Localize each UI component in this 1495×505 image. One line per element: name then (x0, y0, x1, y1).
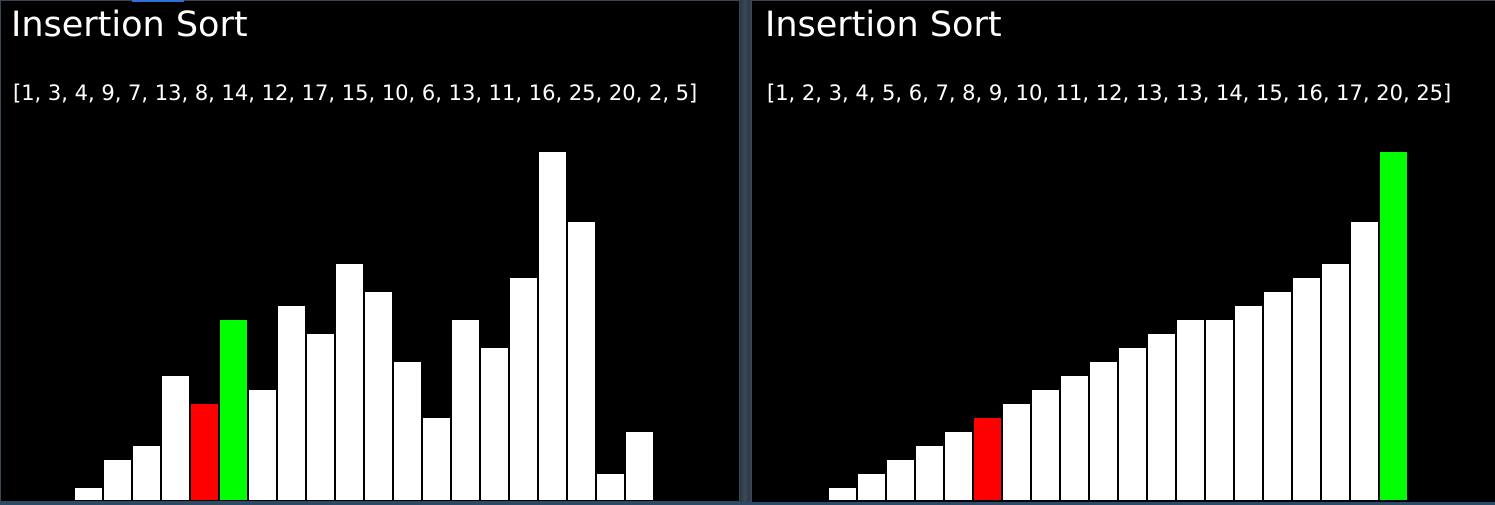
bar-normal (306, 333, 335, 501)
bar-normal (886, 459, 915, 501)
bar-normal (596, 473, 625, 501)
bar-normal (393, 361, 422, 501)
bar-normal (1118, 347, 1147, 501)
bar-normal (944, 431, 973, 501)
array-values-text: [1, 2, 3, 4, 5, 6, 7, 8, 9, 10, 11, 12, … (767, 81, 1452, 105)
bar-normal (161, 375, 190, 501)
window-accent (132, 0, 184, 2)
window-bottom-border (0, 502, 1495, 505)
bar-normal (248, 389, 277, 501)
visualizer-panel-right: Insertion Sort [1, 2, 3, 4, 5, 6, 7, 8, … (750, 0, 1495, 502)
bar-normal (1234, 305, 1263, 501)
bar-chart (1, 1, 739, 501)
bar-normal (480, 347, 509, 501)
array-values-text: [1, 3, 4, 9, 7, 13, 8, 14, 12, 17, 15, 1… (13, 81, 698, 105)
bar-normal (1263, 291, 1292, 501)
bar-normal (422, 417, 451, 501)
bar-normal (567, 221, 596, 501)
bar-normal (277, 305, 306, 501)
bar-normal (335, 263, 364, 501)
bar-normal (509, 277, 538, 501)
bar-normal (1350, 221, 1379, 501)
bar-normal (625, 431, 654, 501)
bar-normal (364, 291, 393, 501)
bar-normal (1321, 263, 1350, 501)
bar-normal (451, 319, 480, 501)
bar-chart (752, 1, 1495, 502)
bar-current (1379, 151, 1408, 501)
bar-normal (1292, 277, 1321, 501)
visualizer-panel-left: Insertion Sort [1, 3, 4, 9, 7, 13, 8, 14… (0, 0, 740, 502)
bar-normal (1205, 319, 1234, 501)
window-splitter[interactable] (740, 0, 750, 505)
bar-normal (103, 459, 132, 501)
bar-compare (190, 403, 219, 501)
bar-normal (1031, 389, 1060, 501)
bar-normal (1060, 375, 1089, 501)
bar-current (219, 319, 248, 501)
bar-normal (132, 445, 161, 501)
bar-normal (74, 487, 103, 501)
bar-compare (973, 417, 1002, 501)
bar-normal (1147, 333, 1176, 501)
bar-normal (915, 445, 944, 501)
bar-normal (1176, 319, 1205, 501)
bar-normal (857, 473, 886, 501)
panel-title: Insertion Sort (11, 5, 248, 45)
bar-normal (1002, 403, 1031, 501)
bar-normal (1089, 361, 1118, 501)
bar-normal (828, 487, 857, 501)
panel-title: Insertion Sort (765, 5, 1002, 45)
bar-normal (538, 151, 567, 501)
